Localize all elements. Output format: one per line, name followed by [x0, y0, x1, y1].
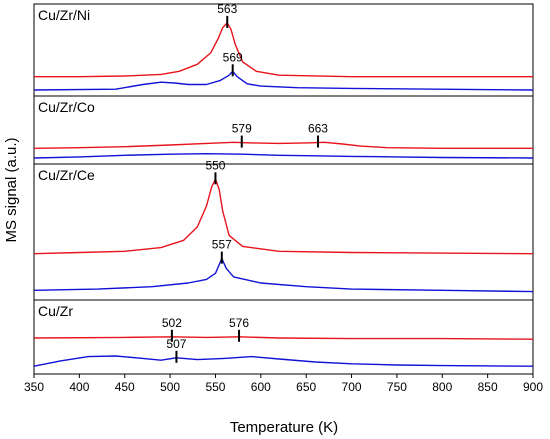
series-line-red: [33, 178, 534, 255]
x-tick-label: 400: [69, 380, 89, 394]
x-tick-label: 700: [342, 380, 362, 394]
peak-label: 576: [229, 316, 249, 330]
x-axis-title: Temperature (K): [230, 419, 338, 436]
x-tick-label: 800: [432, 380, 452, 394]
x-tick-label: 550: [205, 380, 225, 394]
peak-label: 663: [308, 122, 328, 136]
x-tick-label: 850: [478, 380, 498, 394]
peak-label: 569: [223, 50, 243, 64]
x-tick-label: 450: [115, 380, 135, 394]
peak-label: 557: [212, 238, 232, 252]
x-tick-label: 650: [296, 380, 316, 394]
x-axis: 350 400 450 500 550 600 650 700 750 800 850 900: [24, 374, 543, 394]
panel-frame: [33, 95, 534, 165]
series-line-red: [33, 141, 533, 149]
panel-frame: [33, 299, 534, 375]
panel-frame: [33, 3, 534, 97]
x-tick-label: 500: [160, 380, 180, 394]
y-axis-title: MS signal (a.u.): [3, 137, 20, 242]
peak-label: 563: [217, 2, 237, 16]
peak-label: 502: [162, 316, 182, 330]
series-line-blue: [33, 257, 534, 293]
x-tick-label: 750: [387, 380, 407, 394]
series-line-red: [33, 336, 534, 340]
panel-cu-zr-co: Cu/Zr/Co 579 663: [33, 95, 534, 165]
peak-label: 550: [205, 158, 225, 172]
peak-label: 507: [166, 337, 186, 351]
series-line-blue: [33, 70, 534, 91]
series-line-blue: [33, 153, 534, 159]
panel-cu-zr-ce: Cu/Zr/Ce 550 557: [33, 158, 534, 301]
panels-layer: Cu/Zr/Ni 563 569 Cu/Zr/Co 579 663 Cu/Zr/Ce 550 5…: [33, 2, 534, 375]
panel-frame: [33, 163, 534, 301]
x-tick-label: 900: [523, 380, 543, 394]
panel-label: Cu/Zr/Co: [38, 99, 95, 115]
panel-cu-zr-ni: Cu/Zr/Ni 563 569: [33, 2, 534, 97]
series-line-red: [34, 22, 533, 78]
series-line-blue: [33, 355, 534, 367]
panel-cu-zr: Cu/Zr 502 576 507: [33, 299, 534, 375]
x-tick-label: 350: [24, 380, 44, 394]
panel-label: Cu/Zr/Ni: [38, 7, 90, 23]
panel-label: Cu/Zr/Ce: [38, 167, 95, 183]
peak-label: 579: [232, 122, 252, 136]
x-tick-label: 600: [251, 380, 271, 394]
panel-label: Cu/Zr: [38, 303, 73, 319]
